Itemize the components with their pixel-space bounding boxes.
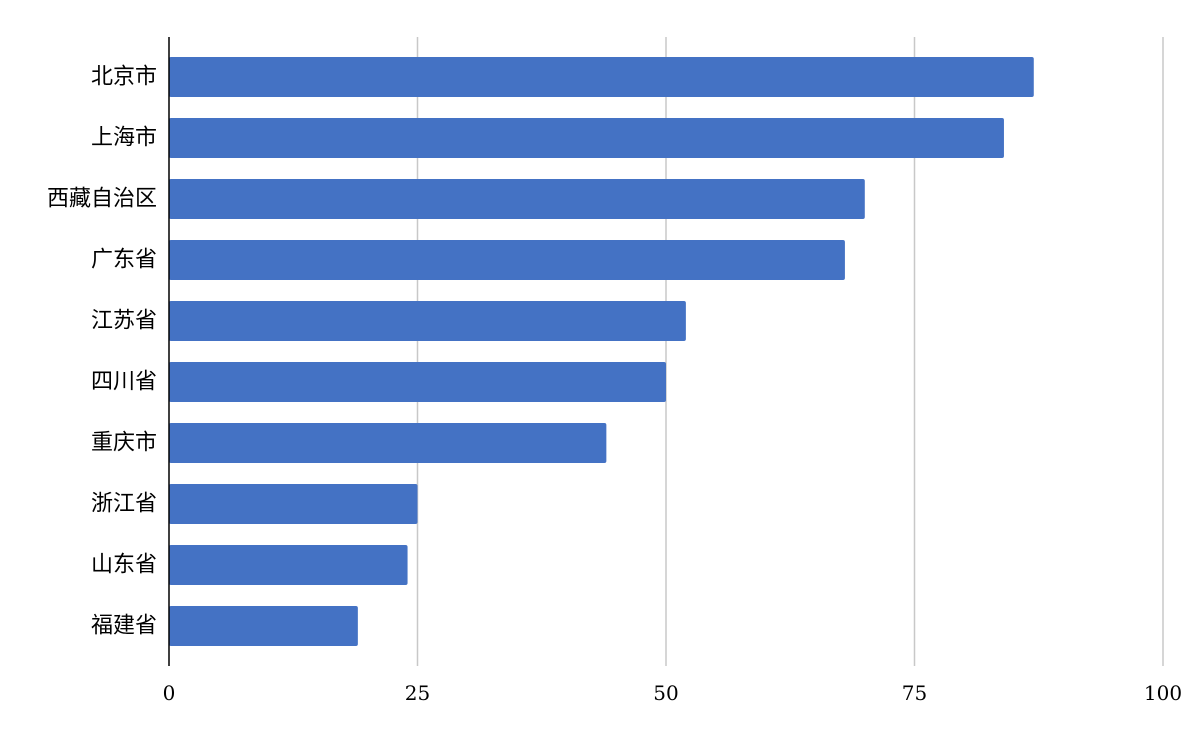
bar: [169, 423, 607, 463]
bar: [169, 484, 418, 524]
x-tick-label: 50: [653, 681, 678, 705]
category-label: 山东省: [91, 553, 157, 578]
bar: [169, 57, 1034, 97]
category-label: 西藏自治区: [47, 187, 157, 212]
category-label: 北京市: [91, 65, 157, 90]
x-tick-label: 25: [405, 681, 430, 705]
category-label: 重庆市: [91, 431, 157, 456]
category-label: 福建省: [91, 614, 157, 639]
category-label: 江苏省: [91, 309, 157, 334]
bar: [169, 606, 358, 646]
bar: [169, 545, 408, 585]
category-label: 广东省: [91, 248, 157, 273]
x-tick-label: 75: [902, 681, 927, 705]
category-label: 浙江省: [91, 492, 157, 517]
category-label: 四川省: [91, 370, 157, 395]
category-label: 上海市: [91, 126, 157, 151]
bar: [169, 301, 686, 341]
labels: 0 25 50 75 100 北京市上海市西藏自治区广东省江苏省四川省重庆市浙江省山东省福…: [47, 65, 1182, 706]
bar: [169, 179, 865, 219]
bar: [169, 118, 1004, 158]
x-tick-label: 100: [1144, 681, 1182, 705]
bar: [169, 362, 666, 402]
x-tick-label: 0: [163, 681, 176, 705]
bars: [169, 57, 1034, 646]
bar: [169, 240, 845, 280]
